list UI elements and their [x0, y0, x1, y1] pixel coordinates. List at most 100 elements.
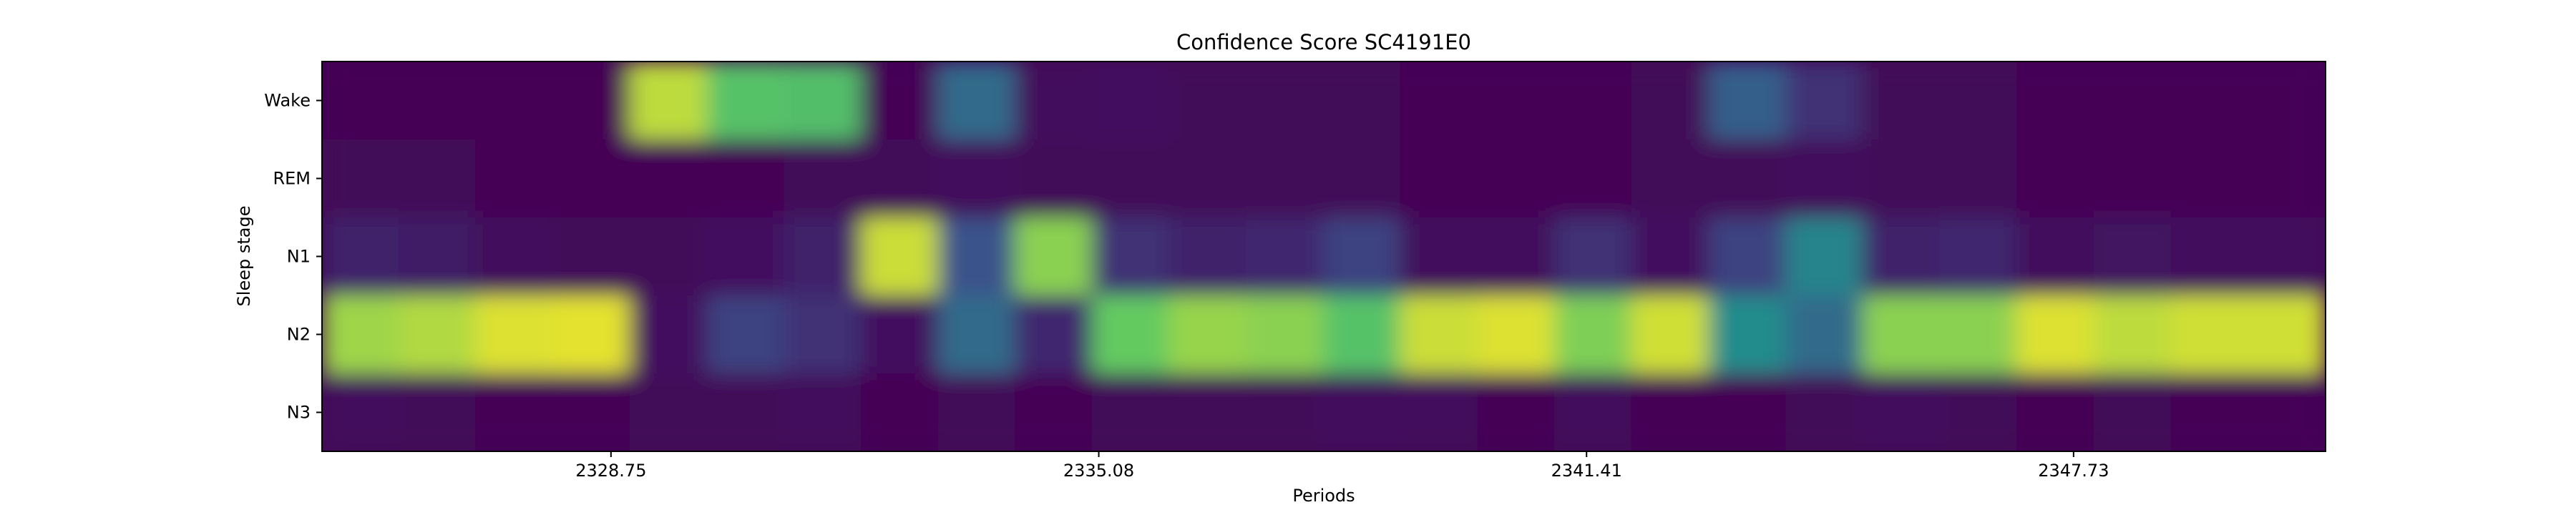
heatmap-cell — [1785, 373, 1864, 451]
heatmap-cell — [2016, 217, 2095, 295]
x-tick-label: 2341.41 — [1551, 461, 1622, 481]
heatmap-cell — [398, 62, 477, 139]
heatmap-cell — [1554, 295, 1633, 373]
heatmap-cell — [1400, 139, 1479, 217]
heatmap-cell — [552, 295, 631, 373]
heatmap-cell — [2016, 295, 2095, 373]
heatmap-cell — [1554, 217, 1633, 295]
heatmap-cells — [322, 62, 2326, 451]
heatmap-cell — [706, 62, 786, 139]
heatmap-cell — [706, 139, 786, 217]
heatmap-cell — [475, 62, 555, 139]
heatmap-cell — [1477, 373, 1556, 451]
heatmap-cell — [2248, 217, 2326, 295]
heatmap-cell — [2016, 373, 2095, 451]
heatmap-cell — [2093, 217, 2172, 295]
heatmap-cell — [322, 217, 400, 295]
heatmap-cell — [322, 295, 400, 373]
heatmap-cell — [2093, 139, 2172, 217]
heatmap-cell — [1862, 373, 1941, 451]
heatmap-cell — [937, 139, 1017, 217]
heatmap-cell — [2016, 139, 2095, 217]
heatmap-cell — [1939, 62, 2019, 139]
heatmap-cell — [1091, 373, 1171, 451]
heatmap-cell — [1323, 217, 1402, 295]
x-axis: 2328.75 2335.08 2341.41 2347.73 — [575, 451, 2109, 481]
heatmap-cell — [1862, 295, 1941, 373]
heatmap-cell — [1246, 139, 1324, 217]
heatmap-cell — [2248, 295, 2326, 373]
heatmap-cell — [1015, 295, 1093, 373]
heatmap-cell — [1477, 217, 1556, 295]
heatmap-cell — [1091, 217, 1171, 295]
heatmap-cell — [1169, 217, 1248, 295]
heatmap-cell — [1862, 139, 1941, 217]
heatmap-cell — [552, 217, 631, 295]
heatmap-cell — [784, 295, 862, 373]
heatmap-cell — [860, 373, 940, 451]
heatmap-cell — [1939, 295, 2019, 373]
heatmap-cell — [2248, 139, 2326, 217]
heatmap-cell — [1862, 62, 1941, 139]
heatmap-cell — [1400, 217, 1479, 295]
heatmap-cell — [860, 62, 940, 139]
heatmap-cell — [629, 295, 708, 373]
heatmap-cell — [1015, 139, 1093, 217]
heatmap-cell — [2170, 295, 2250, 373]
x-axis-label: Periods — [1292, 486, 1355, 506]
heatmap-cell — [2248, 62, 2326, 139]
heatmap-cell — [1631, 62, 1710, 139]
heatmap-cell — [860, 295, 940, 373]
heatmap-cell — [1631, 295, 1710, 373]
heatmap-cell — [1862, 217, 1941, 295]
heatmap-cell — [1400, 295, 1479, 373]
heatmap-cell — [937, 295, 1017, 373]
heatmap-cell — [322, 373, 400, 451]
heatmap-cell — [706, 373, 786, 451]
heatmap-cell — [1939, 217, 2019, 295]
heatmap-cell — [1554, 62, 1633, 139]
heatmap-cell — [1091, 139, 1171, 217]
heatmap-cell — [1323, 139, 1402, 217]
heatmap-cell — [2170, 217, 2250, 295]
heatmap-cell — [784, 373, 862, 451]
heatmap-cell — [784, 62, 862, 139]
heatmap-cell — [1631, 217, 1710, 295]
heatmap-cell — [629, 373, 708, 451]
y-tick-label: REM — [273, 169, 311, 189]
heatmap-cell — [1708, 295, 1787, 373]
heatmap-cell — [1785, 217, 1864, 295]
heatmap-cell — [398, 217, 477, 295]
heatmap-cell — [1477, 62, 1556, 139]
heatmap-cell — [1785, 62, 1864, 139]
heatmap-cell — [629, 62, 708, 139]
heatmap-cell — [475, 139, 555, 217]
heatmap-cell — [1554, 139, 1633, 217]
heatmap-cell — [937, 373, 1017, 451]
heatmap-cell — [2093, 62, 2172, 139]
heatmap-cell — [1708, 373, 1787, 451]
heatmap-cell — [1631, 139, 1710, 217]
heatmap-cell — [1246, 373, 1324, 451]
heatmap-cell — [1939, 139, 2019, 217]
heatmap-cell — [2248, 373, 2326, 451]
heatmap-cell — [784, 139, 862, 217]
heatmap-cell — [1015, 62, 1093, 139]
heatmap-cell — [1169, 373, 1248, 451]
heatmap-cell — [1323, 373, 1402, 451]
heatmap-cell — [937, 217, 1017, 295]
heatmap-cell — [1015, 373, 1093, 451]
heatmap-cell — [784, 217, 862, 295]
heatmap-cell — [1015, 217, 1093, 295]
heatmap-cell — [2170, 62, 2250, 139]
heatmap-cell — [2170, 373, 2250, 451]
y-tick-label: N1 — [287, 247, 311, 267]
heatmap-cell — [322, 62, 400, 139]
x-tick-label: 2335.08 — [1063, 461, 1134, 481]
heatmap-cell — [2093, 295, 2172, 373]
heatmap-cell — [1939, 373, 2019, 451]
chart-title: Confidence Score SC4191E0 — [1176, 30, 1471, 54]
heatmap-cell — [1631, 373, 1710, 451]
heatmap-cell — [1091, 295, 1171, 373]
